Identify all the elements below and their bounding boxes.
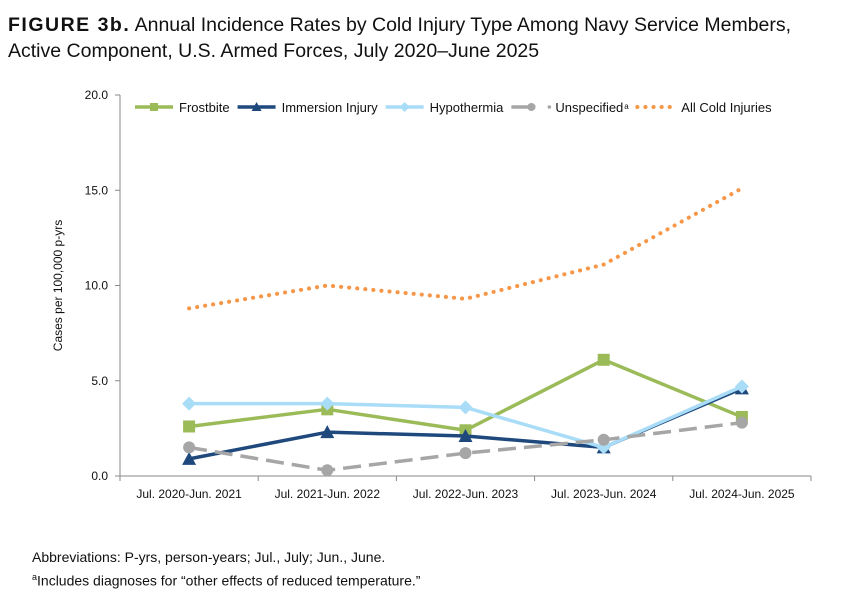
x-tick-label: Jul. 2020-Jun. 2021 <box>136 487 242 501</box>
data-point <box>183 420 196 433</box>
series-line-all-cold-injuries <box>187 186 744 311</box>
legend-superscript: a <box>624 102 629 111</box>
footnote: aIncludes diagnoses for “other effects o… <box>32 567 420 591</box>
legend-swatch-dot <box>547 105 552 109</box>
y-tick-label: 20.0 <box>85 88 109 102</box>
x-tick-label: Jul. 2023-Jun. 2024 <box>551 487 657 501</box>
data-point <box>320 396 335 411</box>
y-tick-label: 5.0 <box>91 374 108 388</box>
y-tick-label: 10.0 <box>85 279 109 293</box>
y-tick-label: 15.0 <box>85 183 109 197</box>
data-point <box>735 416 748 429</box>
legend-label: Unspecified <box>555 100 623 115</box>
legend-marker <box>399 102 410 112</box>
series-line-frostbite <box>188 358 743 433</box>
data-point <box>734 379 749 394</box>
legend-marker <box>150 103 158 111</box>
data-point <box>597 433 610 446</box>
legend-label: Frostbite <box>179 100 230 115</box>
notes: Abbreviations: P-yrs, person-years; Jul.… <box>32 547 420 591</box>
x-tick-label: Jul. 2024-Jun. 2025 <box>689 487 795 501</box>
footnote-text: Includes diagnoses for “other effects of… <box>37 572 421 589</box>
legend-marker <box>527 103 536 111</box>
series-line-unspecified <box>188 420 743 473</box>
data-point <box>320 425 335 439</box>
legend-label: All Cold Injuries <box>681 100 772 115</box>
x-tick-label: Jul. 2021-Jun. 2022 <box>275 487 381 501</box>
figure-title: FIGURE 3b. Annual Incidence Rates by Col… <box>8 12 838 64</box>
data-point <box>183 441 196 454</box>
data-point <box>458 400 473 415</box>
line-chart: 0.0 5.0 10.0 15.0 20.0 Jul. 2020-Jun. 2021 Jul… <box>51 88 812 501</box>
y-axis-label: Cases per 100,000 p-yrs <box>51 220 65 351</box>
abbreviations-note: Abbreviations: P-yrs, person-years; Jul.… <box>32 549 386 565</box>
data-point <box>321 464 334 477</box>
data-point <box>182 451 197 465</box>
figure-label: FIGURE 3b. <box>8 14 131 36</box>
figure-title-text: Annual Incidence Rates by Cold Injury Ty… <box>8 14 792 62</box>
legend-label: Immersion Injury <box>282 100 379 115</box>
legend-marker <box>251 102 262 111</box>
data-point <box>459 447 472 460</box>
data-point <box>458 428 473 442</box>
x-tick-label: Jul. 2022-Jun. 2023 <box>413 487 519 501</box>
legend-label: Hypothermia <box>430 100 504 115</box>
data-point <box>597 353 610 366</box>
y-tick-label: 0.0 <box>91 469 108 483</box>
footnote-marker: a <box>32 572 38 582</box>
data-point <box>182 396 197 411</box>
